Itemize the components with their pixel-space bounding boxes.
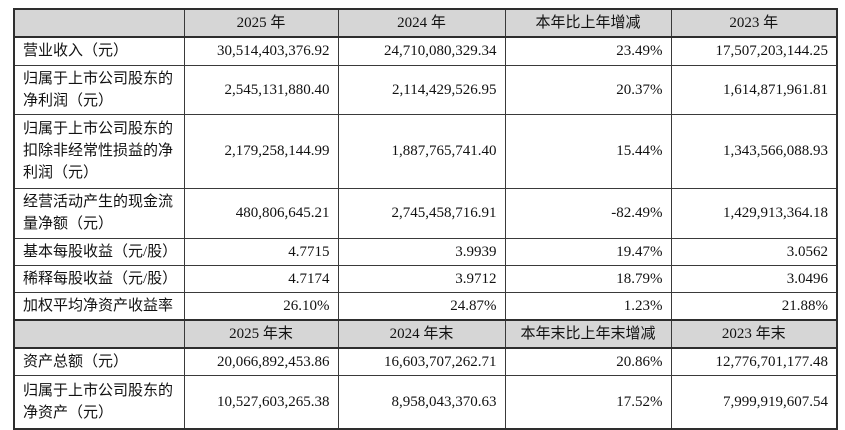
value-cell-2025: 30,514,403,376.92: [183, 36, 339, 66]
value-cell-2024: 1,887,765,741.40: [337, 113, 506, 189]
header-blank-cell: [13, 8, 185, 38]
value-cell-2023: 3.0496: [670, 264, 838, 293]
row-label-cell: 资产总额（元）: [13, 347, 185, 376]
value-cell-2024: 2,114,429,526.95: [337, 64, 506, 115]
table-row-net-profit: 归属于上市公司股东的净利润（元） 2,545,131,880.40 2,114,…: [13, 64, 838, 115]
value-cell-2023: 1,429,913,364.18: [670, 187, 838, 239]
table-row-basic-eps: 基本每股收益（元/股） 4.7715 3.9939 19.47% 3.0562: [13, 237, 838, 266]
value-cell-2023: 21.88%: [670, 291, 838, 320]
row-label-cell: 归属于上市公司股东的净利润（元）: [13, 64, 185, 115]
value-cell-2025: 480,806,645.21: [183, 187, 339, 239]
financial-summary-table: 2025 年 2024 年 本年比上年增减 2023 年 营业收入（元） 30,…: [13, 8, 838, 430]
value-cell-change: 20.37%: [504, 64, 672, 115]
row-label-cell: 营业收入（元）: [13, 36, 185, 66]
value-cell-2025: 26.10%: [183, 291, 339, 320]
value-cell-2023: 7,999,919,607.54: [670, 375, 838, 429]
table-row-diluted-eps: 稀释每股收益（元/股） 4.7174 3.9712 18.79% 3.0496: [13, 264, 838, 293]
value-cell-change: -82.49%: [504, 187, 672, 239]
value-cell-2024: 24,710,080,329.34: [337, 36, 506, 66]
value-cell-change: 17.52%: [504, 375, 672, 429]
header-2024-end: 2024 年末: [337, 318, 506, 349]
value-cell-change: 18.79%: [504, 264, 672, 293]
row-label-cell: 稀释每股收益（元/股）: [13, 264, 185, 293]
table-row-net-profit-excl-nonrecurring: 归属于上市公司股东的扣除非经常性损益的净利润（元） 2,179,258,144.…: [13, 113, 838, 189]
value-cell-2025: 2,545,131,880.40: [183, 64, 339, 115]
value-cell-2025: 4.7715: [183, 237, 339, 266]
row-label-cell: 经营活动产生的现金流量净额（元）: [13, 187, 185, 239]
value-cell-2024: 3.9712: [337, 264, 506, 293]
value-cell-2025: 20,066,892,453.86: [183, 347, 339, 376]
header-2023-end: 2023 年末: [670, 318, 838, 349]
row-label-cell: 加权平均净资产收益率: [13, 291, 185, 320]
row-label-cell: 基本每股收益（元/股）: [13, 237, 185, 266]
value-cell-2024: 2,745,458,716.91: [337, 187, 506, 239]
header-end-change: 本年末比上年末增减: [504, 318, 672, 349]
value-cell-change: 19.47%: [504, 237, 672, 266]
table-row-total-assets: 资产总额（元） 20,066,892,453.86 16,603,707,262…: [13, 347, 838, 376]
value-cell-2024: 8,958,043,370.63: [337, 375, 506, 429]
value-cell-2025: 10,527,603,265.38: [183, 375, 339, 429]
table-row-revenue: 营业收入（元） 30,514,403,376.92 24,710,080,329…: [13, 36, 838, 66]
period-end-header-row: 2025 年末 2024 年末 本年末比上年末增减 2023 年末: [13, 318, 838, 349]
value-cell-2023: 17,507,203,144.25: [670, 36, 838, 66]
header-2025: 2025 年: [183, 8, 339, 38]
value-cell-2024: 24.87%: [337, 291, 506, 320]
table-row-net-assets: 归属于上市公司股东的净资产（元） 10,527,603,265.38 8,958…: [13, 375, 838, 429]
table-row-operating-cash-flow: 经营活动产生的现金流量净额（元） 480,806,645.21 2,745,45…: [13, 187, 838, 239]
value-cell-2023: 12,776,701,177.48: [670, 347, 838, 376]
value-cell-2025: 2,179,258,144.99: [183, 113, 339, 189]
value-cell-2024: 3.9939: [337, 237, 506, 266]
value-cell-change: 15.44%: [504, 113, 672, 189]
value-cell-change: 23.49%: [504, 36, 672, 66]
value-cell-2023: 1,614,871,961.81: [670, 64, 838, 115]
value-cell-2024: 16,603,707,262.71: [337, 347, 506, 376]
header-yoy-change: 本年比上年增减: [504, 8, 672, 38]
header-2024: 2024 年: [337, 8, 506, 38]
value-cell-change: 20.86%: [504, 347, 672, 376]
value-cell-change: 1.23%: [504, 291, 672, 320]
header-2025-end: 2025 年末: [183, 318, 339, 349]
period-header-row: 2025 年 2024 年 本年比上年增减 2023 年: [13, 8, 838, 38]
table-row-weighted-avg-roe: 加权平均净资产收益率 26.10% 24.87% 1.23% 21.88%: [13, 291, 838, 320]
value-cell-2023: 1,343,566,088.93: [670, 113, 838, 189]
row-label-cell: 归属于上市公司股东的净资产（元）: [13, 375, 185, 429]
header-2023: 2023 年: [670, 8, 838, 38]
row-label-cell: 归属于上市公司股东的扣除非经常性损益的净利润（元）: [13, 113, 185, 189]
header-blank-cell: [13, 318, 185, 349]
value-cell-2025: 4.7174: [183, 264, 339, 293]
value-cell-2023: 3.0562: [670, 237, 838, 266]
